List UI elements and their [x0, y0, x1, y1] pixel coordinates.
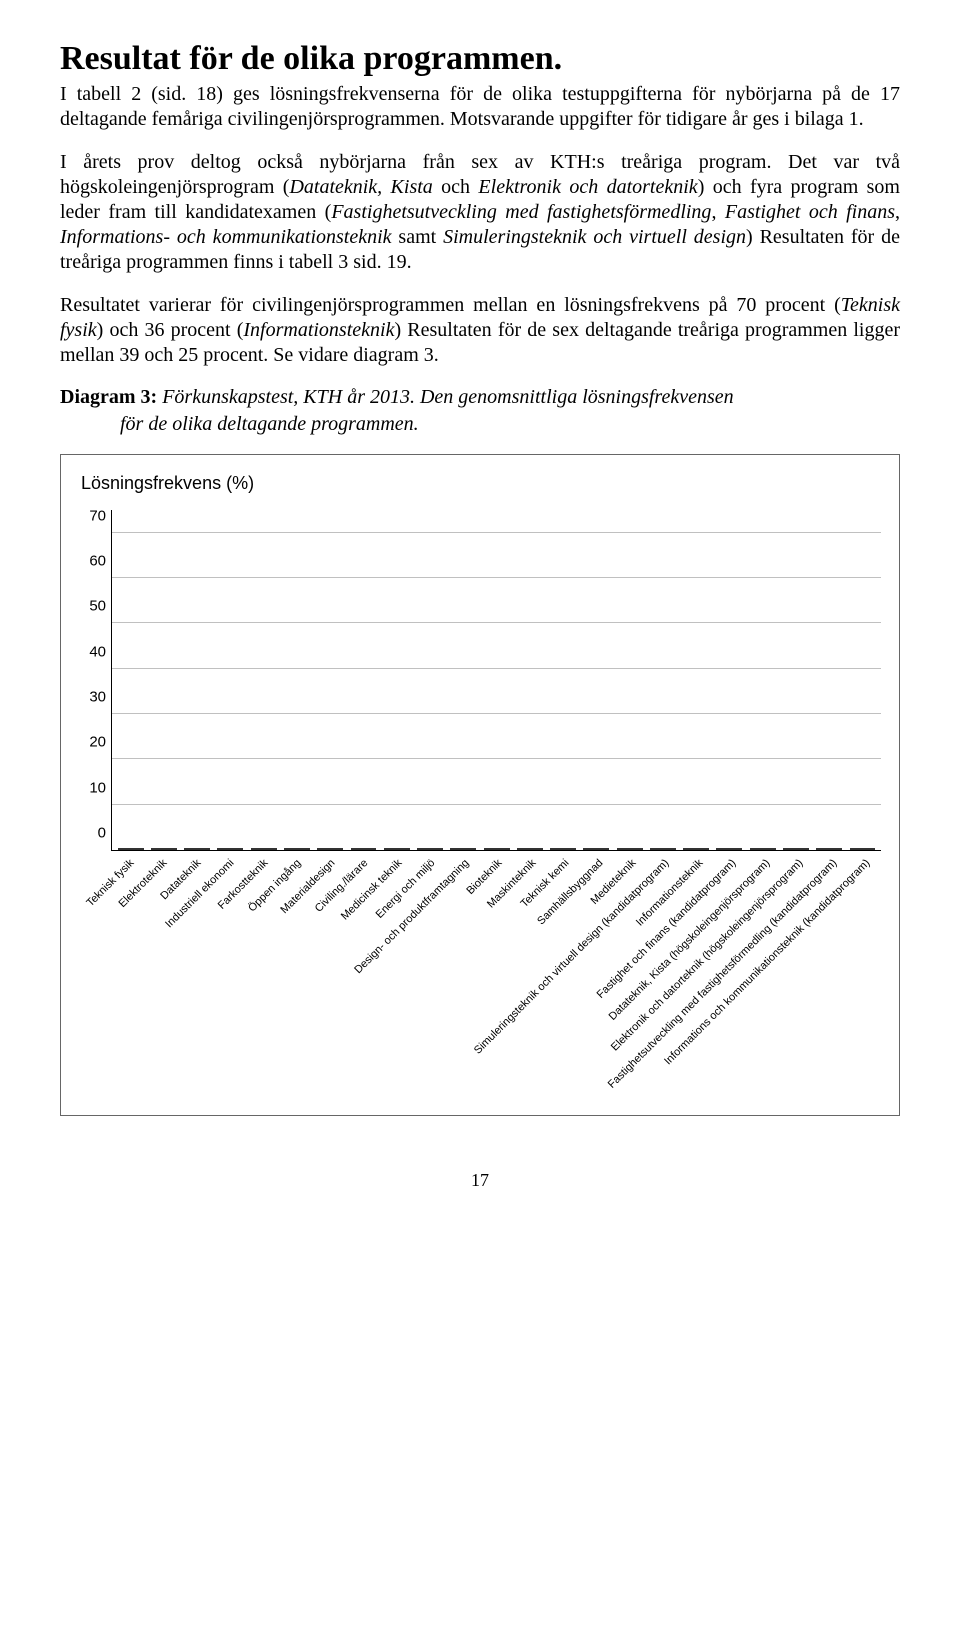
diagram-caption-label: Diagram 3: [60, 386, 157, 408]
page-number: 17 [60, 1170, 900, 1191]
chart-bar-slot [114, 848, 147, 850]
chart-bar-slot [513, 848, 546, 850]
text-italic: Informationsteknik [243, 319, 394, 341]
chart-bar [583, 848, 609, 850]
chart-bar [750, 848, 776, 850]
chart-xlabel-slot: Informations och kommunikationsteknik (k… [848, 851, 881, 1111]
chart-bar [118, 848, 144, 850]
chart-ytick-label: 30 [78, 689, 106, 706]
chart-bar [351, 848, 377, 850]
chart-ytick-label: 70 [78, 507, 106, 524]
chart-bar [417, 848, 443, 850]
chart-bar-slot [447, 848, 480, 850]
text: I tabell 2 (sid. 18) ges lösningsfrekven… [60, 83, 900, 130]
chart-bar-slot [646, 848, 679, 850]
chart-gridline [112, 713, 881, 714]
chart-plot-area: 010203040506070 [111, 510, 881, 851]
chart-bar [184, 848, 210, 850]
chart-ytick-label: 50 [78, 598, 106, 615]
chart-bar [816, 848, 842, 850]
chart-ytick-label: 40 [78, 643, 106, 660]
text: ) och 36 procent ( [97, 319, 244, 341]
chart-bar-slot [314, 848, 347, 850]
chart-bar-slot [147, 848, 180, 850]
chart-gridline [112, 532, 881, 533]
chart-ytick-label: 20 [78, 734, 106, 751]
chart-bar-slot [347, 848, 380, 850]
chart-bar [850, 848, 876, 850]
text: Resultatet varierar för civilingenjörspr… [60, 294, 841, 316]
chart-bar [617, 848, 643, 850]
chart-y-axis-title: Lösningsfrekvens (%) [81, 473, 885, 494]
chart-gridline [112, 668, 881, 669]
chart-bar-slot [280, 848, 313, 850]
chart-bar-slot [680, 848, 713, 850]
chart-bar [384, 848, 410, 850]
text: och [433, 176, 479, 198]
chart-bar-slot [813, 848, 846, 850]
chart-bar [517, 848, 543, 850]
chart-bar-slot [779, 848, 812, 850]
text-italic: Elektronik och datorteknik [478, 176, 697, 198]
chart-bar-slot [413, 848, 446, 850]
chart-bar [783, 848, 809, 850]
diagram-caption-text: Förkunskapstest, KTH år 2013. Den genoms… [157, 386, 733, 408]
text-italic: Fastighet och finans [725, 201, 895, 223]
paragraph-2: I årets prov deltog också nybörjarna frå… [60, 150, 900, 275]
chart-gridline [112, 758, 881, 759]
chart-bar [550, 848, 576, 850]
text-italic: Simuleringsteknik och virtuell design [443, 226, 746, 248]
chart-bar-slot [546, 848, 579, 850]
chart-bar-slot [580, 848, 613, 850]
chart-x-labels: Teknisk fysikElektroteknikDatateknikIndu… [111, 851, 881, 1111]
chart-bar [284, 848, 310, 850]
text-italic: Informations- och kommunikationsteknik [60, 226, 392, 248]
chart-bar-slot [613, 848, 646, 850]
chart-bar [450, 848, 476, 850]
chart-bar [716, 848, 742, 850]
chart-bar [317, 848, 343, 850]
chart-bar [217, 848, 243, 850]
chart-bar-slot [713, 848, 746, 850]
chart-bar [151, 848, 177, 850]
chart-bar [484, 848, 510, 850]
chart-bar [251, 848, 277, 850]
paragraph-1: I tabell 2 (sid. 18) ges lösningsfrekven… [60, 82, 900, 132]
chart-bar-slot [746, 848, 779, 850]
chart-bars [112, 510, 881, 850]
chart-ytick-label: 0 [78, 825, 106, 842]
chart-bar [650, 848, 676, 850]
chart-gridline [112, 622, 881, 623]
chart-bar [683, 848, 709, 850]
chart-bar-slot [247, 848, 280, 850]
diagram-caption-line2: för de olika deltagande programmen. [120, 413, 900, 436]
chart-gridline [112, 577, 881, 578]
chart-bar-slot [380, 848, 413, 850]
text: , [711, 201, 724, 223]
chart-bar-slot [214, 848, 247, 850]
text-italic: Datateknik, Kista [289, 176, 432, 198]
text-italic: Fastighetsutveckling med fastighetsförme… [331, 201, 711, 223]
page-title: Resultat för de olika programmen. [60, 40, 900, 78]
chart-gridline [112, 804, 881, 805]
chart-ytick-label: 10 [78, 779, 106, 796]
paragraph-3: Resultatet varierar för civilingenjörspr… [60, 293, 900, 368]
chart-container: Lösningsfrekvens (%) 010203040506070 Tek… [60, 454, 900, 1116]
chart-bar-slot [480, 848, 513, 850]
chart-bar-slot [846, 848, 879, 850]
chart-ytick-label: 60 [78, 553, 106, 570]
text: samt [392, 226, 444, 248]
diagram-caption: Diagram 3: Förkunskapstest, KTH år 2013.… [60, 386, 900, 409]
chart-bar-slot [181, 848, 214, 850]
text: , [895, 201, 900, 223]
